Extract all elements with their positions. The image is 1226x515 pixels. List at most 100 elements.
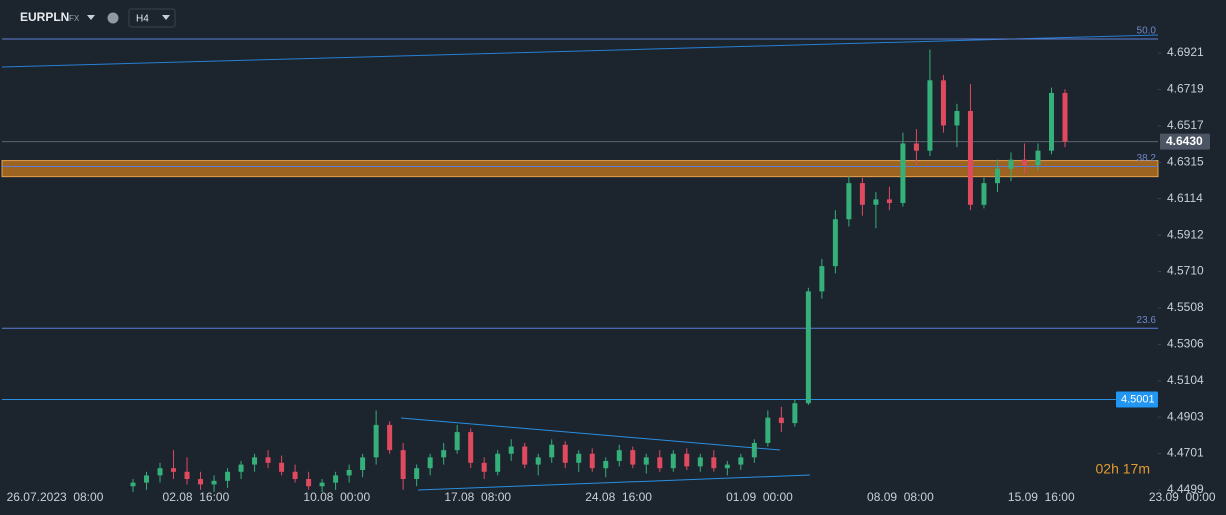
countdown: 02h 17m [1096, 461, 1150, 477]
triangle-lower [417, 474, 811, 491]
candle-body [495, 453, 501, 472]
candle-body [954, 110, 960, 126]
candle-body [711, 457, 717, 469]
y-tick-label: 4.5508 [1167, 300, 1204, 314]
x-tick-label: 02.08 16:00 [163, 490, 230, 504]
candle-body [778, 417, 784, 424]
candle-body [940, 80, 946, 126]
candle-body [549, 444, 555, 458]
candle-body [1062, 92, 1068, 142]
candle-body [414, 468, 420, 480]
candle-body [441, 450, 447, 458]
fib-label: 50.0 [1137, 26, 1157, 37]
candle-body [738, 457, 744, 465]
candle-body [1008, 159, 1014, 169]
y-tick-label: 4.4499 [1167, 482, 1204, 496]
timeframe-dropdown[interactable] [162, 15, 170, 20]
candle-body [657, 457, 663, 469]
fib-label: 23.6 [1137, 315, 1157, 326]
y-tick-label: 4.4701 [1167, 446, 1204, 460]
candle-body [981, 183, 987, 205]
candle-body [306, 479, 312, 487]
candle-body [846, 183, 852, 220]
candle-body [873, 199, 879, 205]
candle-body [751, 442, 757, 458]
timeframe-button[interactable] [128, 8, 176, 28]
x-tick-label: 10.08 00:00 [303, 490, 370, 504]
alert-badge [1116, 391, 1158, 408]
candle-body [454, 432, 460, 451]
candle-body [832, 219, 838, 267]
info-icon[interactable] [107, 12, 119, 24]
x-tick-label: 08.09 08:00 [867, 490, 934, 504]
candle-body [684, 453, 690, 467]
y-tick-label: 4.5104 [1167, 373, 1204, 387]
candle-body [360, 457, 366, 470]
candle-body [900, 143, 906, 203]
alert-badge-label: 4.5001 [1121, 393, 1155, 405]
candle-body [630, 450, 636, 465]
y-tick-label: 4.5306 [1167, 337, 1204, 351]
x-tick-label: 17.08 08:00 [444, 490, 511, 504]
y-tick-label: 4.4903 [1167, 409, 1204, 423]
candle-body [427, 457, 433, 469]
symbol[interactable]: EURPLN [20, 10, 69, 24]
candle-body [994, 168, 1000, 184]
timeframe: H4 [136, 14, 149, 25]
candle-body [387, 424, 393, 451]
y-tick-label: 4.6517 [1167, 118, 1204, 132]
y-tick-label: 4.6114 [1167, 191, 1203, 205]
candle-body [333, 475, 339, 483]
candle-body [522, 446, 528, 465]
candle-body [508, 446, 514, 454]
candle-body [603, 460, 609, 469]
candle-body [913, 143, 919, 151]
candle-body [211, 480, 217, 485]
candle-body [171, 468, 177, 472]
zone [1, 160, 1159, 178]
candle-body [927, 80, 933, 151]
candle-body [886, 199, 892, 203]
triangle-upper [400, 417, 781, 451]
candle-body [400, 450, 406, 480]
candle-body [819, 266, 825, 292]
market: FX [69, 14, 80, 23]
candle-body [805, 291, 811, 404]
y-tick-label: 4.5912 [1167, 227, 1204, 241]
price-badge-label: 4.6430 [1166, 134, 1203, 148]
candle-body [697, 457, 703, 467]
candle-body [967, 110, 973, 205]
candle-body [157, 468, 163, 476]
candle-body [589, 453, 595, 469]
candle-body [319, 482, 325, 487]
candle-body [765, 417, 771, 443]
candle-body [481, 462, 487, 472]
candle-body [535, 457, 541, 465]
candle-body [792, 403, 798, 424]
x-tick-label: 26.07.2023 08:00 [7, 490, 104, 504]
candle-body [292, 471, 298, 480]
candle-body [373, 424, 379, 458]
candle-body [724, 464, 730, 469]
y-tick-label: 4.6315 [1167, 155, 1204, 169]
candle-body [265, 457, 271, 463]
candle-body [616, 450, 622, 461]
candle-body [144, 475, 150, 483]
trend-line [1, 34, 1159, 68]
candle-body [130, 482, 136, 487]
y-tick-label: 4.5710 [1167, 264, 1204, 278]
candle-body [184, 471, 190, 480]
symbol-dropdown[interactable] [87, 15, 95, 20]
candle-body [198, 479, 204, 485]
x-tick-label: 15.09 16:00 [1008, 490, 1075, 504]
price-badge [1160, 133, 1210, 150]
y-tick-label: 4.6921 [1167, 45, 1204, 59]
candle-body [1035, 150, 1041, 166]
candle-body [576, 453, 582, 463]
candle-body [670, 453, 676, 469]
candle-body [238, 464, 244, 472]
candle-body [562, 444, 568, 463]
